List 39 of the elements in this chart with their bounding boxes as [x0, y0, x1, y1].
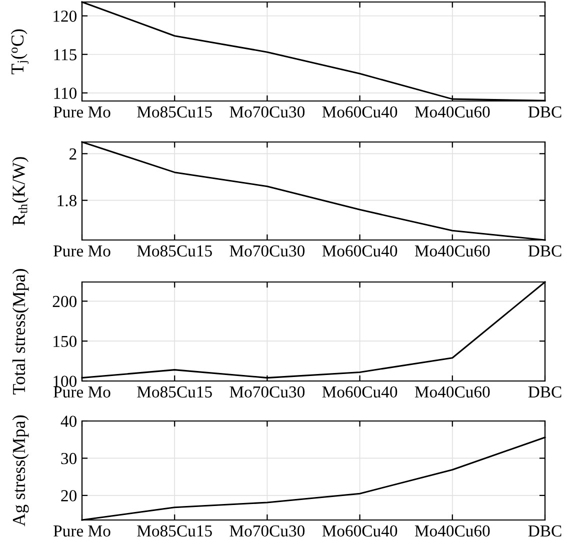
x-tick-label: Mo85Cu15 — [137, 245, 212, 257]
y-tick-label: 110 — [54, 88, 77, 99]
x-tick-label: Mo70Cu30 — [230, 386, 305, 398]
x-tick-label: Pure Mo — [54, 246, 110, 257]
x-tick-label: Pure Mo — [54, 106, 110, 118]
y-axis-title: R$_{th}$(K/W) — [12, 157, 29, 226]
x-tick-label: Mo60Cu40 — [322, 386, 398, 398]
x-tick-label: Mo70Cu30 — [230, 525, 305, 537]
x-tick-label: Mo40Cu60 — [414, 386, 490, 398]
y-tick-label: 120 — [54, 10, 77, 22]
x-tick-label: Mo60Cu40 — [322, 525, 398, 537]
x-tick-label: Mo70Cu30 — [230, 106, 305, 118]
x-tick-label: Mo40Cu60 — [414, 245, 490, 257]
x-tick-label: Mo60Cu40 — [322, 106, 398, 118]
x-tick-label: Pure Mo — [54, 526, 110, 537]
x-tick-label: Mo85Cu15 — [137, 386, 212, 398]
y-axis-title: Total stress(Mpa) — [12, 268, 29, 394]
y-axis-title: Ag stress(Mpa) — [12, 415, 29, 526]
x-tick-label: Mo85Cu15 — [137, 106, 212, 118]
y-axis-title: T$_{j}$($^{o}$C) — [10, 29, 29, 74]
x-tick-label: DBC — [528, 386, 562, 398]
x-tick-label: Mo40Cu60 — [414, 525, 490, 537]
y-tick-label: 150 — [54, 336, 77, 348]
y-tick-label: 1.8 — [58, 195, 77, 206]
y-tick-label: 30 — [61, 452, 77, 464]
x-tick-label: Pure Mo — [54, 386, 110, 398]
y-tick-label: 100 — [54, 376, 77, 387]
y-tick-label: 115 — [54, 49, 76, 60]
y-tick-label: 2 — [70, 148, 76, 160]
x-tick-label: Mo60Cu40 — [322, 245, 398, 257]
y-tick-label: 200 — [52, 296, 77, 308]
x-tick-label: Mo40Cu60 — [414, 106, 490, 118]
y-tick-label: 20 — [61, 490, 77, 502]
x-tick-label: DBC — [528, 106, 562, 118]
x-tick-label: DBC — [528, 525, 562, 537]
y-tick-label: 40 — [60, 416, 77, 427]
x-tick-label: Mo85Cu15 — [137, 525, 212, 537]
x-tick-label: Mo70Cu30 — [230, 245, 305, 257]
x-tick-label: DBC — [528, 245, 562, 257]
